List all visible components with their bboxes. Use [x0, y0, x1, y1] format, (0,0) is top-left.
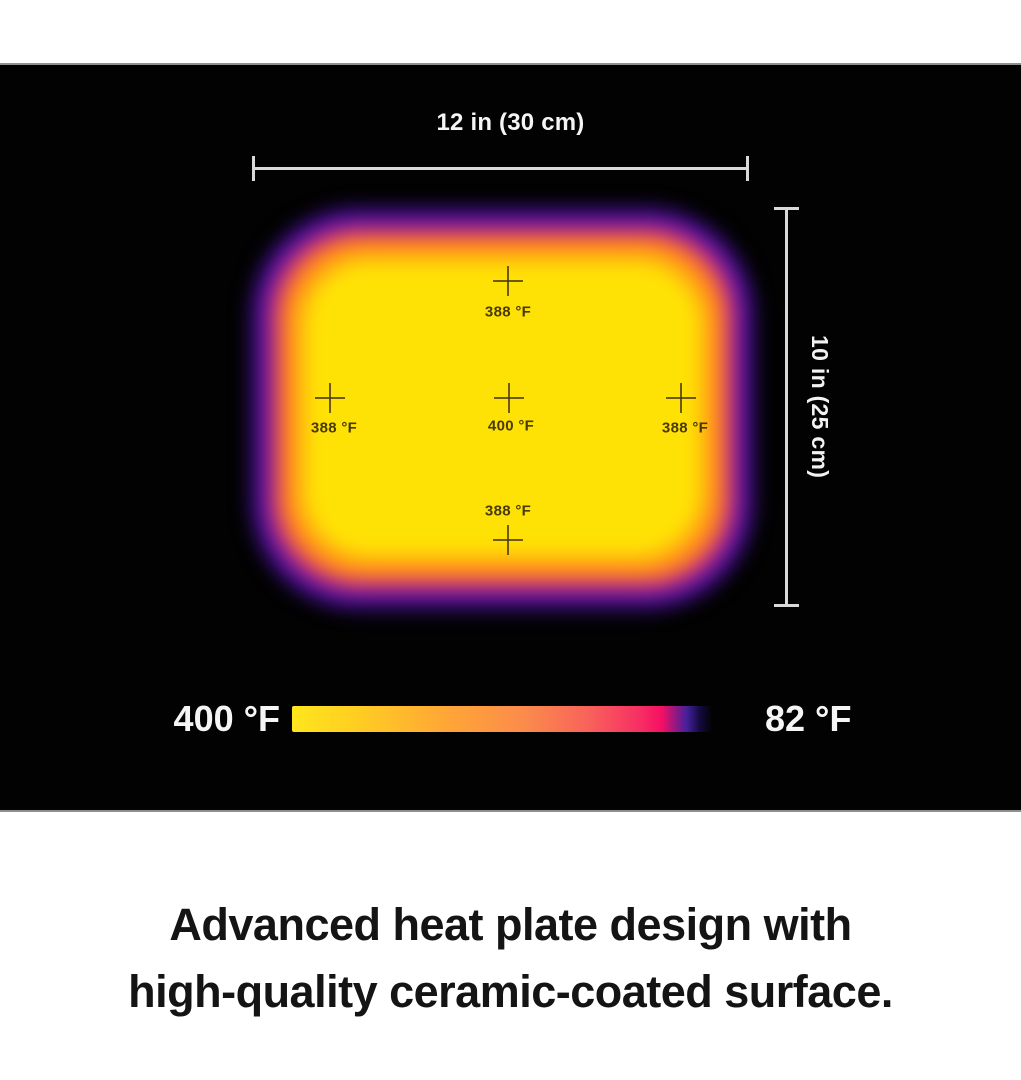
caption-line-2: high-quality ceramic-coated surface. [128, 966, 893, 1017]
height-dimension-label: 10 in (25 cm) [807, 335, 833, 479]
temp-marker-label-right: 388 °F [661, 419, 709, 437]
caption-line-1: Advanced heat plate design with [169, 899, 852, 950]
temp-marker-label-bottom: 388 °F [484, 502, 532, 520]
temp-marker-cross-left [315, 383, 345, 413]
scale-max-label: 400 °F [173, 698, 280, 739]
scale-min-label: 82 °F [765, 698, 852, 739]
temp-marker-cross-bottom [493, 525, 523, 555]
heat-plate-thermal-image [248, 205, 757, 612]
temperature-colorbar [292, 706, 712, 732]
width-dimension-label: 12 in (30 cm) [436, 109, 585, 136]
temp-marker-cross-top [493, 266, 523, 296]
thermal-image-panel: 12 in (30 cm) 388 °F 388 °F 400 °F 388 °… [0, 63, 1021, 812]
height-dimension-line [774, 207, 799, 607]
temp-marker-cross-center [494, 383, 524, 413]
width-dimension-line [252, 156, 749, 181]
caption: Advanced heat plate design with high-qua… [0, 891, 1021, 1025]
temp-marker-cross-right [666, 383, 696, 413]
plate-core-yellow [306, 263, 699, 554]
temp-marker-label-top: 388 °F [484, 303, 532, 321]
temp-marker-label-center: 400 °F [487, 417, 535, 435]
temp-marker-label-left: 388 °F [310, 419, 358, 437]
